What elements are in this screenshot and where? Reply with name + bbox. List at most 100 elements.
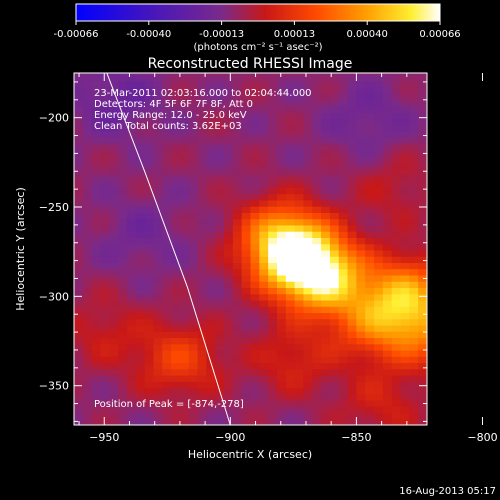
heatmap-cell	[321, 287, 331, 295]
heatmap-cell	[91, 124, 102, 132]
heatmap-cell	[188, 299, 199, 307]
heatmap-cell	[321, 368, 331, 376]
heatmap-cell	[268, 243, 278, 251]
heatmap-cell	[409, 412, 419, 420]
heatmap-cell	[285, 137, 296, 145]
heatmap-cell	[171, 99, 181, 107]
heatmap-cell	[135, 293, 146, 301]
heatmap-cell	[347, 381, 357, 389]
heatmap-cell	[365, 381, 375, 389]
heatmap-cell	[224, 81, 234, 88]
heatmap-cell	[347, 249, 357, 257]
heatmap-cell	[232, 162, 243, 170]
heatmap-cell	[206, 112, 216, 120]
heatmap-cell	[303, 268, 313, 276]
heatmap-cell	[356, 106, 366, 113]
heatmap-cell	[162, 73, 172, 76]
heatmap-cell	[232, 362, 243, 370]
heatmap-cell	[74, 331, 84, 339]
heatmap-cell	[321, 87, 331, 95]
heatmap-cell	[74, 112, 84, 120]
heatmap-cell	[321, 181, 331, 188]
heatmap-cell	[162, 231, 172, 238]
heatmap-cell	[356, 224, 366, 232]
heatmap-cell	[418, 181, 427, 188]
heatmap-cell	[179, 331, 190, 339]
y-axis-label: Heliocentric Y (arcsec)	[14, 187, 27, 311]
heatmap-cell	[285, 106, 296, 113]
heatmap-cell	[197, 143, 207, 151]
heatmap-cell	[294, 331, 305, 339]
heatmap-cell	[118, 206, 128, 213]
heatmap-cell	[171, 187, 181, 195]
heatmap-cell	[206, 387, 216, 395]
heatmap-cell	[126, 318, 137, 326]
heatmap-cell	[418, 387, 427, 395]
heatmap-cell	[259, 243, 269, 251]
heatmap-cell	[91, 256, 102, 263]
heatmap-cell	[197, 199, 207, 207]
heatmap-cell	[338, 73, 349, 76]
heatmap-cell	[312, 318, 322, 326]
heatmap-cell	[400, 262, 410, 270]
heatmap-cell	[294, 381, 305, 389]
heatmap-cell	[224, 143, 234, 151]
heatmap-cell	[391, 174, 402, 182]
heatmap-cell	[179, 293, 190, 301]
heatmap-cell	[74, 406, 84, 414]
heatmap-cell	[356, 287, 366, 295]
heatmap-cell	[382, 231, 393, 238]
heatmap-cell	[312, 362, 322, 370]
heatmap-cell	[276, 387, 287, 395]
heatmap-cell	[312, 149, 322, 157]
heatmap-cell	[400, 268, 410, 276]
heatmap-cell	[365, 162, 375, 170]
heatmap-cell	[382, 224, 393, 232]
heatmap-cell	[356, 187, 366, 195]
heatmap-cell	[285, 93, 296, 101]
heatmap-cell	[276, 218, 287, 226]
heatmap-cell	[179, 193, 190, 201]
heatmap-cell	[144, 343, 155, 351]
heatmap-cell	[285, 256, 296, 263]
heatmap-cell	[171, 93, 181, 101]
heatmap-cell	[409, 249, 419, 257]
heatmap-cell	[135, 362, 146, 370]
heatmap-cell	[153, 262, 163, 270]
heatmap-cell	[135, 287, 146, 295]
heatmap-cell	[303, 174, 313, 182]
heatmap-cell	[409, 199, 419, 207]
heatmap-cell	[126, 343, 137, 351]
heatmap-cell	[118, 249, 128, 257]
heatmap-cell	[197, 106, 207, 113]
heatmap-cell	[391, 212, 402, 220]
heatmap-cell	[179, 306, 190, 314]
heatmap-cell	[391, 324, 402, 332]
heatmap-cell	[91, 174, 102, 182]
heatmap-cell	[418, 174, 427, 182]
heatmap-cell	[400, 193, 410, 201]
heatmap-cell	[391, 168, 402, 176]
heatmap-cell	[321, 349, 331, 357]
heatmap-cell	[82, 249, 93, 257]
heatmap-cell	[179, 99, 190, 107]
heatmap-cell	[82, 87, 93, 95]
heatmap-cell	[365, 412, 375, 420]
heatmap-cell	[100, 162, 110, 170]
heatmap-cell	[409, 312, 419, 320]
heatmap-cell	[391, 243, 402, 251]
heatmap-cell	[338, 112, 349, 120]
heatmap-cell	[144, 262, 155, 270]
heatmap-cell	[294, 181, 305, 188]
heatmap-cell	[268, 199, 278, 207]
heatmap-cell	[276, 87, 287, 95]
heatmap-cell	[250, 281, 260, 289]
heatmap-cell	[91, 243, 102, 251]
heatmap-cell	[135, 337, 146, 345]
heatmap-cell	[294, 124, 305, 132]
heatmap-cell	[250, 74, 260, 82]
heatmap-cell	[126, 212, 137, 220]
heatmap-cell	[276, 249, 287, 257]
heatmap-cell	[118, 137, 128, 145]
x-tick-label: −850	[341, 431, 371, 444]
